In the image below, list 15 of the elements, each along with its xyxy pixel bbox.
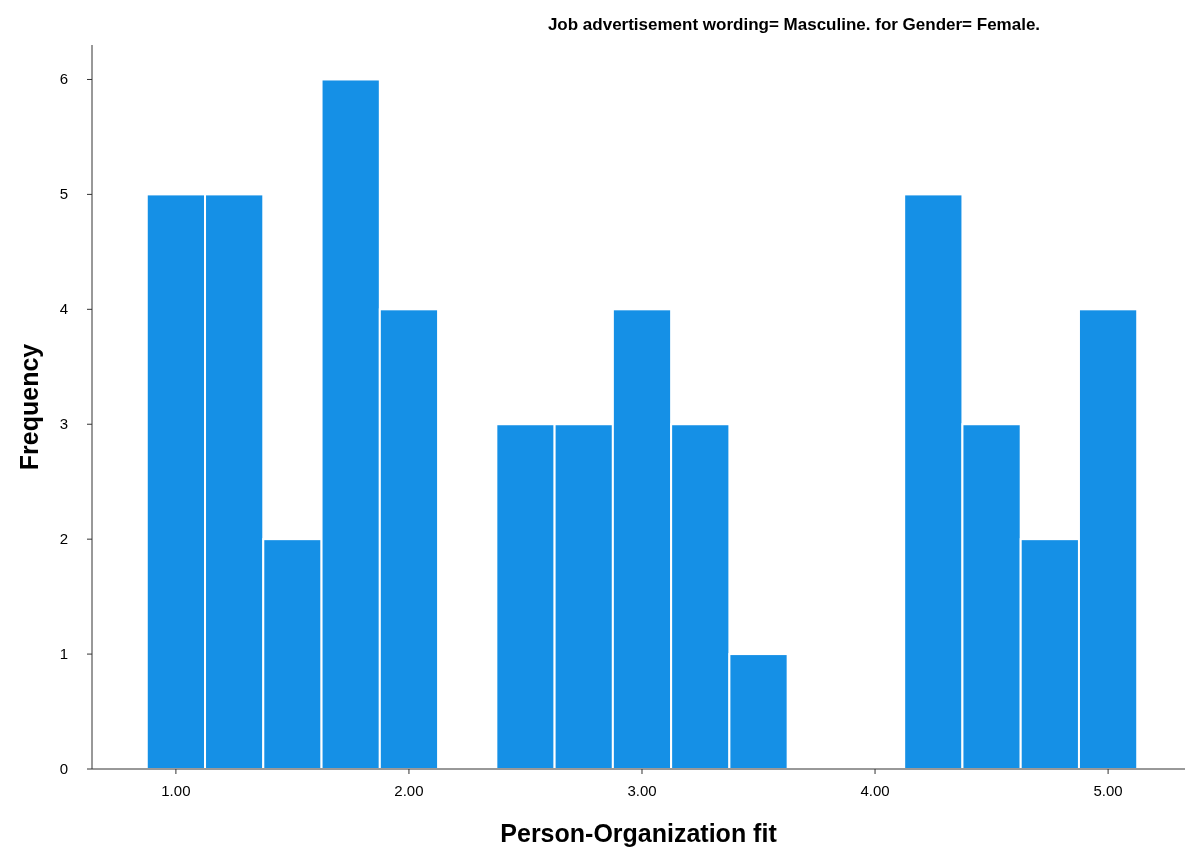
y-tick-label: 5 [59,185,69,203]
y-tick-label: 0 [59,760,69,777]
x-tick-label: 1.00 [161,782,191,799]
x-tick-label: 3.00 [627,782,657,799]
y-tick-label: 1 [59,645,69,663]
y-tick-label: 3 [59,415,69,433]
y-axis-title: Frequency [15,343,43,471]
x-axis-title: Person-Organization fit [500,819,778,847]
chart-title: Job advertisement wording= Masculine. for Gender= Female. [547,15,1041,34]
y-tick-label: 6 [59,70,69,88]
y-tick-label: 4 [59,300,69,318]
x-tick-label: 4.00 [860,782,890,799]
y-tick-label: 2 [59,530,69,548]
x-tick-label: 2.00 [394,782,424,799]
x-tick-label: 5.00 [1093,782,1123,799]
